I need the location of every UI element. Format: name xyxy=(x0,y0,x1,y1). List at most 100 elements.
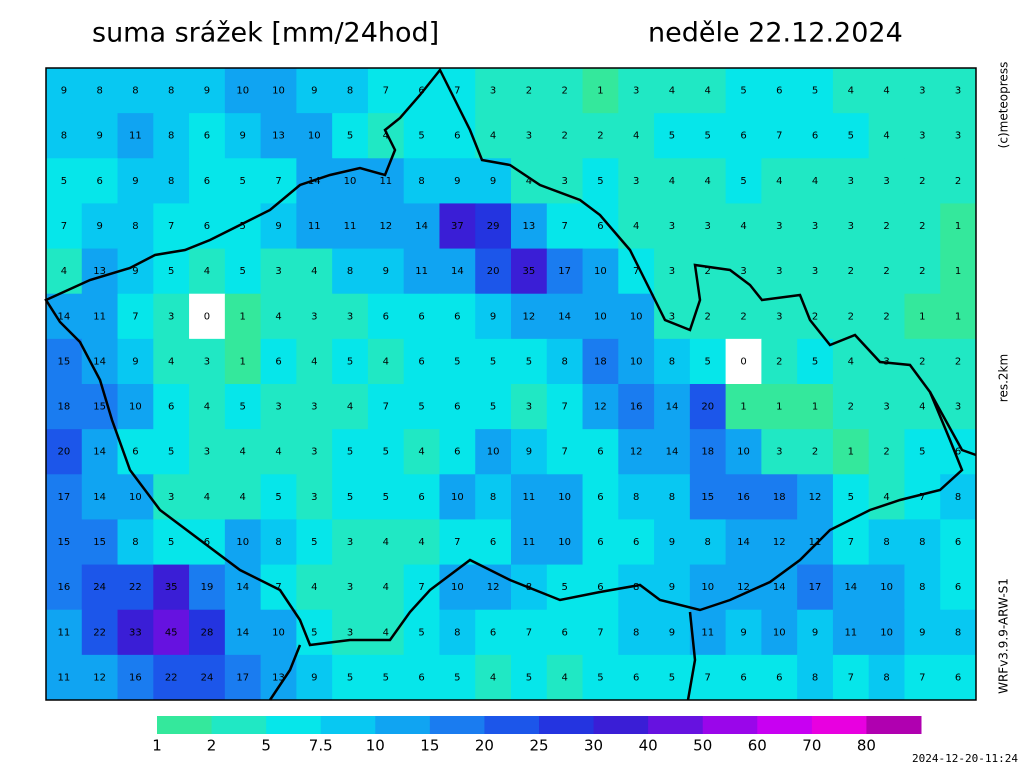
precip-value: 16 xyxy=(58,582,71,593)
precip-cell xyxy=(117,113,154,159)
precip-value: 14 xyxy=(93,356,106,367)
precip-cell xyxy=(797,113,834,159)
precip-value: 11 xyxy=(308,221,321,232)
precip-cell xyxy=(940,293,977,340)
precip-cell xyxy=(868,203,905,250)
precip-cell xyxy=(868,429,905,475)
precip-value: 3 xyxy=(776,447,782,458)
precip-value: 22 xyxy=(93,627,106,638)
precip-cell xyxy=(761,203,798,250)
precip-cell xyxy=(260,293,297,340)
precip-value: 6 xyxy=(597,492,603,503)
precip-cell xyxy=(582,474,619,520)
precip-cell xyxy=(904,248,941,295)
precip-value: 5 xyxy=(311,627,317,638)
precip-value: 15 xyxy=(58,537,71,548)
precip-cell xyxy=(117,158,154,204)
precip-cell xyxy=(618,68,655,114)
precip-cell xyxy=(689,384,727,430)
precip-value: 22 xyxy=(165,672,178,683)
precip-cell xyxy=(332,384,369,430)
precip-value: 2 xyxy=(848,266,854,277)
precip-value: 1 xyxy=(776,402,782,413)
precip-value: 3 xyxy=(919,86,925,97)
precip-value: 5 xyxy=(240,402,246,413)
precip-cell xyxy=(332,293,369,340)
precip-cell xyxy=(475,68,512,114)
precip-cell xyxy=(725,519,762,566)
legend-label: 20 xyxy=(475,737,494,755)
precip-cell xyxy=(81,429,119,475)
precip-value: 5 xyxy=(597,176,603,187)
precip-cell xyxy=(904,68,941,114)
precip-cell xyxy=(46,68,83,114)
precip-cell xyxy=(832,519,870,566)
precip-cell xyxy=(153,68,190,114)
precip-value: 2 xyxy=(919,266,925,277)
precip-cell xyxy=(332,113,369,159)
precip-cell xyxy=(689,113,727,159)
precip-cell xyxy=(189,68,226,114)
precip-value: 11 xyxy=(129,131,142,142)
precip-cell xyxy=(403,293,440,340)
precip-value: 4 xyxy=(204,492,210,503)
precip-value: 8 xyxy=(168,176,174,187)
precip-cell xyxy=(475,474,512,520)
precip-value: 4 xyxy=(883,492,889,503)
precip-cell xyxy=(403,113,440,159)
precip-value: 17 xyxy=(58,492,71,503)
precip-cell xyxy=(153,203,190,250)
precip-cell xyxy=(582,519,619,566)
precip-cell xyxy=(940,158,977,204)
precip-value: 29 xyxy=(487,221,500,232)
precip-cell xyxy=(46,384,83,430)
precip-cell xyxy=(582,248,619,295)
precip-cell xyxy=(260,429,297,475)
precip-cell xyxy=(475,384,512,430)
precip-value: 5 xyxy=(526,672,532,683)
legend-swatch xyxy=(866,716,922,734)
precip-value: 2 xyxy=(955,176,961,187)
precip-cell xyxy=(689,609,727,656)
precip-value: 8 xyxy=(633,627,639,638)
precip-cell xyxy=(761,293,798,340)
precip-value: 3 xyxy=(919,131,925,142)
precip-cell xyxy=(797,429,834,475)
precip-value: 7 xyxy=(776,131,782,142)
precip-value: 6 xyxy=(418,311,424,322)
precip-cell xyxy=(725,158,762,204)
precip-value: 13 xyxy=(93,266,106,277)
precip-cell xyxy=(81,293,119,340)
precip-value: 11 xyxy=(379,176,392,187)
precip-cell xyxy=(439,248,476,295)
precip-cell xyxy=(260,113,297,159)
precip-cell xyxy=(367,384,405,430)
precip-value: 4 xyxy=(740,221,746,232)
legend-swatch xyxy=(757,716,813,734)
precip-value: 9 xyxy=(919,627,925,638)
precip-cell xyxy=(904,564,941,611)
precip-value: 3 xyxy=(955,402,961,413)
precip-cell xyxy=(689,474,727,520)
precip-value: 8 xyxy=(61,131,67,142)
precip-cell xyxy=(904,338,941,385)
precip-value: 1 xyxy=(955,221,961,232)
precip-value: 4 xyxy=(311,266,317,277)
precip-value: 20 xyxy=(58,447,71,458)
precip-value: 2 xyxy=(705,266,711,277)
precip-cell xyxy=(153,113,190,159)
precip-value: 6 xyxy=(633,672,639,683)
precip-cell xyxy=(475,338,512,385)
precip-value: 8 xyxy=(919,582,925,593)
precip-cell xyxy=(654,338,691,385)
precip-cell xyxy=(296,654,333,701)
legend-label: 30 xyxy=(584,737,603,755)
precip-cell xyxy=(761,519,798,566)
precip-value: 5 xyxy=(311,537,317,548)
precip-cell xyxy=(403,429,440,475)
precip-cell xyxy=(296,293,333,340)
precip-value: 9 xyxy=(490,311,496,322)
precip-value: 7 xyxy=(454,537,460,548)
precip-cell xyxy=(511,338,548,385)
